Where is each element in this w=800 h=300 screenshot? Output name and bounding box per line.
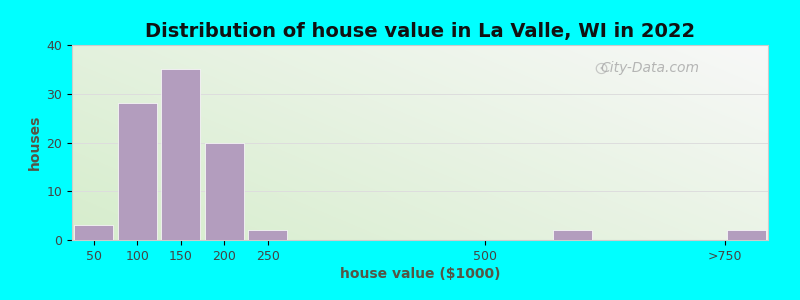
- Bar: [248, 230, 287, 240]
- Bar: [161, 69, 200, 240]
- Bar: [118, 103, 157, 240]
- Bar: [74, 225, 114, 240]
- Title: Distribution of house value in La Valle, WI in 2022: Distribution of house value in La Valle,…: [145, 22, 695, 41]
- X-axis label: house value ($1000): house value ($1000): [340, 267, 500, 281]
- Y-axis label: houses: houses: [28, 115, 42, 170]
- Text: ⊙: ⊙: [594, 59, 609, 77]
- Bar: [205, 142, 244, 240]
- Text: City-Data.com: City-Data.com: [600, 61, 699, 75]
- Bar: [726, 230, 766, 240]
- Bar: [553, 230, 592, 240]
